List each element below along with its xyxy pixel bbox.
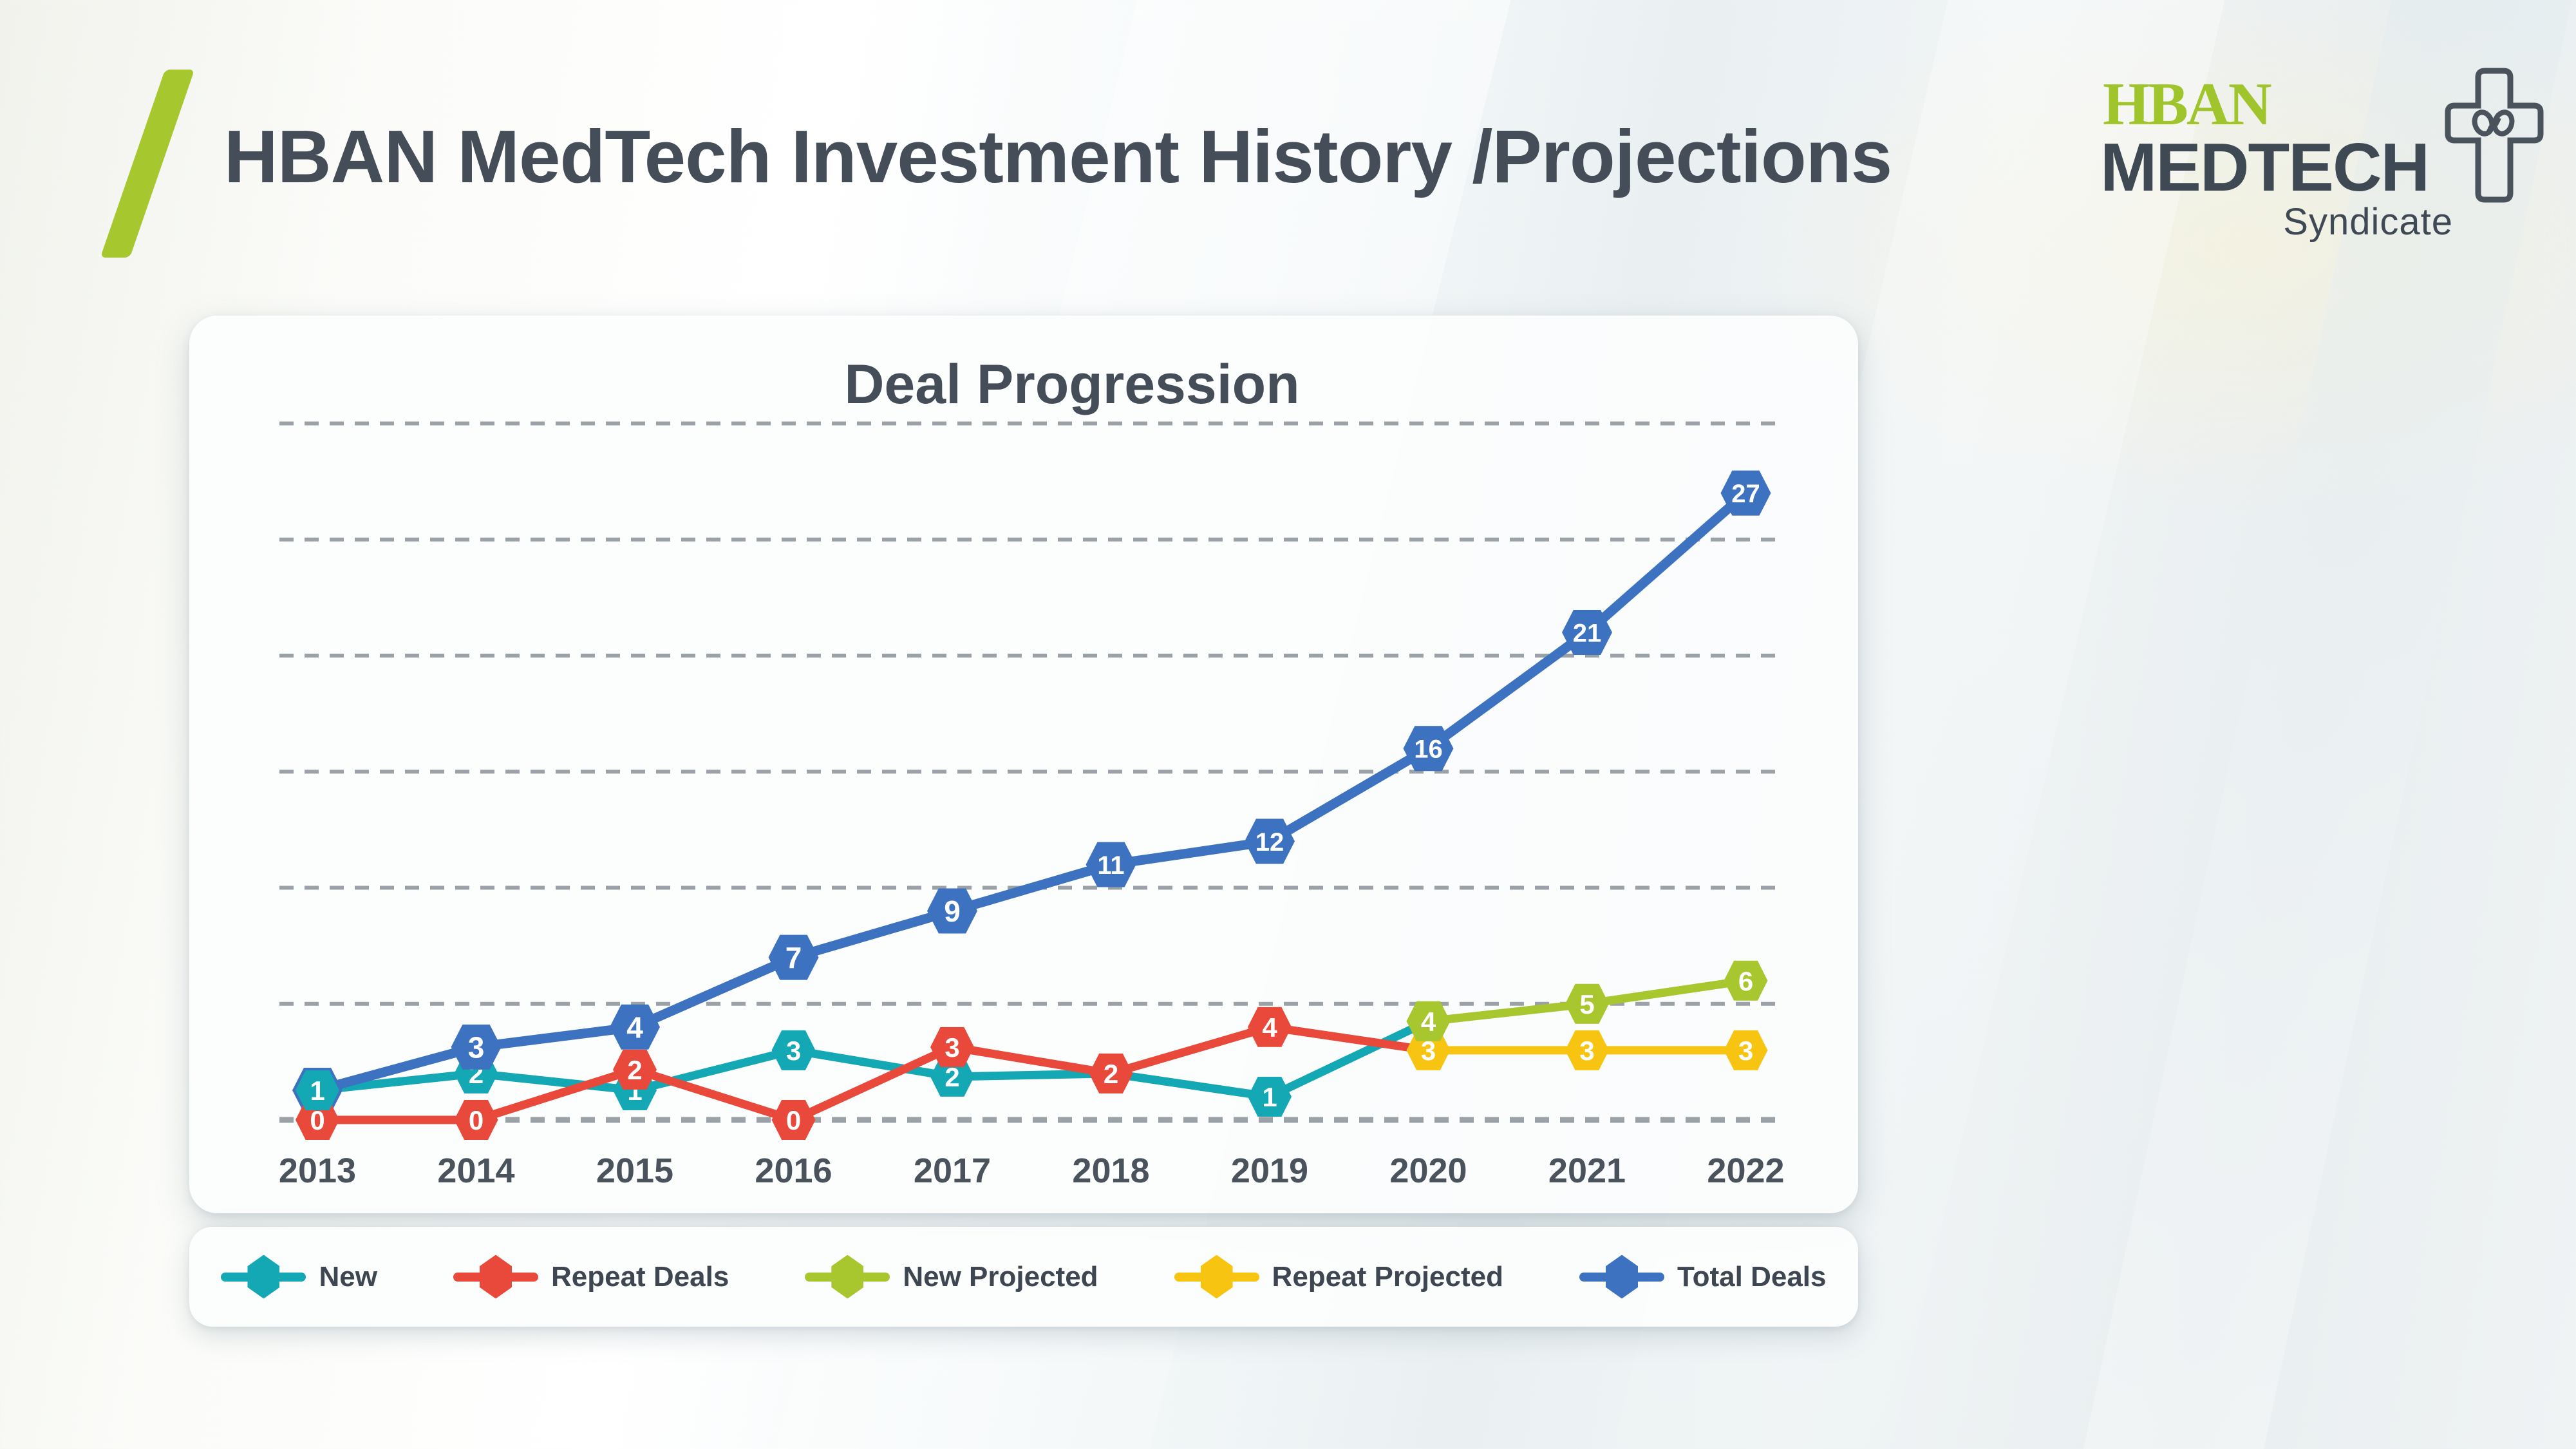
legend-hexagon-marker-icon: [1579, 1254, 1665, 1300]
legend-label: New Projected: [903, 1260, 1098, 1293]
medical-cross-chain-links-icon: [2445, 68, 2544, 203]
legend-hex: [831, 1255, 864, 1299]
legend-hexagon-marker-icon: [453, 1254, 538, 1300]
logo-syndicate-text: Syndicate: [2283, 201, 2453, 243]
legend-hexagon-marker-icon: [1174, 1254, 1259, 1300]
logo-hban-text: HBAN: [2103, 71, 2272, 138]
legend-hex: [479, 1255, 512, 1299]
legend-item-repeat-deals: Repeat Deals: [453, 1254, 729, 1300]
chart-title: Deal Progression: [844, 354, 1300, 415]
legend-hex: [247, 1255, 280, 1299]
logo-medtech-text: MEDTECH: [2100, 129, 2430, 206]
legend-label: Repeat Projected: [1272, 1260, 1504, 1293]
legend-hex: [1606, 1255, 1639, 1299]
chart-legend: New Repeat Deals New Projected Repeat Proje…: [189, 1227, 1858, 1327]
legend-item-repeat-projected: Repeat Projected: [1174, 1254, 1503, 1300]
chart-card: [189, 316, 1858, 1213]
title-slash-decoration: [100, 70, 195, 258]
legend-item-new-projected: New Projected: [805, 1254, 1098, 1300]
legend-item-total-deals: Total Deals: [1579, 1254, 1827, 1300]
legend-label: New: [319, 1260, 377, 1293]
legend-label: Repeat Deals: [550, 1260, 729, 1293]
legend-row: New Repeat Deals New Projected Repeat Proje…: [221, 1254, 1827, 1300]
legend-item-new: New: [221, 1254, 377, 1300]
legend-hexagon-marker-icon: [805, 1254, 890, 1300]
legend-label: Total Deals: [1677, 1260, 1827, 1293]
legend-hex: [1200, 1255, 1233, 1299]
page-title: HBAN MedTech Investment History /Project…: [224, 115, 1892, 198]
legend-hexagon-marker-icon: [221, 1254, 306, 1300]
logo: HBAN MEDTECH Syndicate: [2100, 68, 2544, 243]
